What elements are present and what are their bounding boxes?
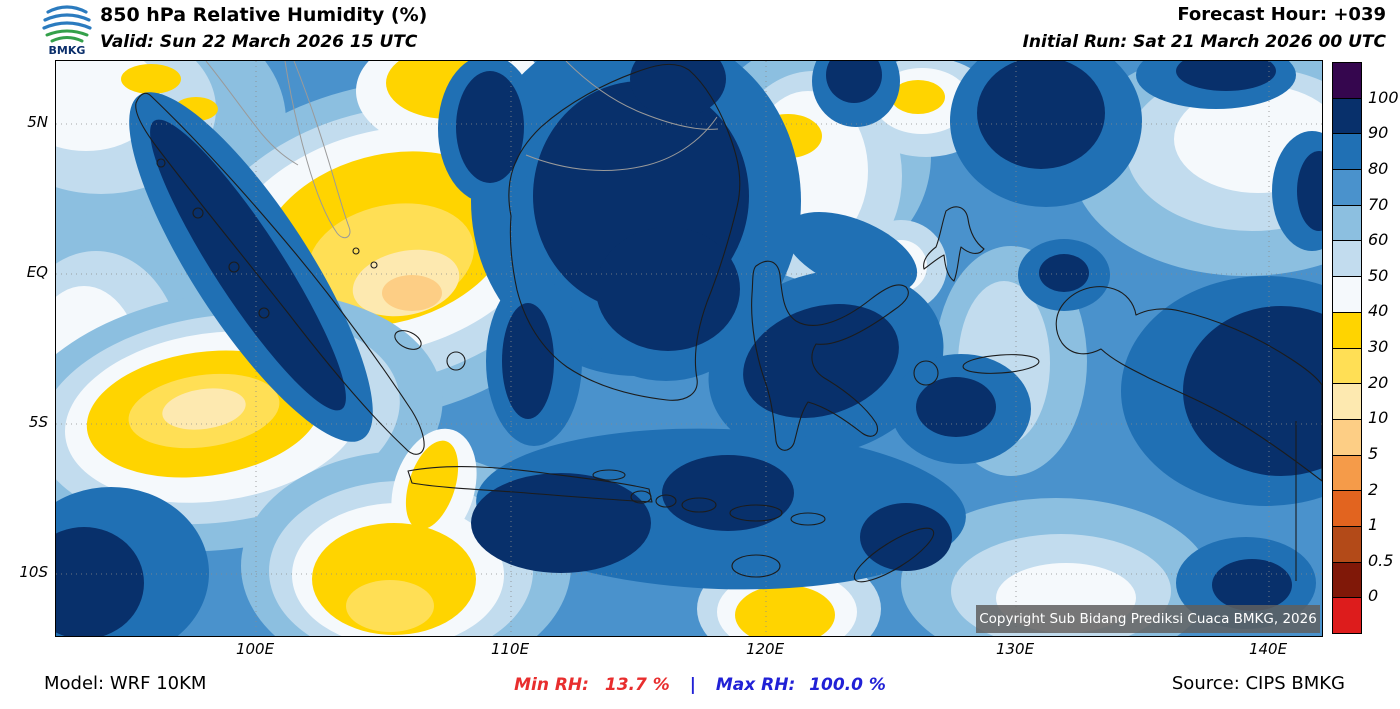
logo-wave-icon <box>42 21 92 30</box>
colorbar-tick-label: 5 <box>1368 443 1379 463</box>
colorbar-segment <box>1333 63 1361 98</box>
colorbar-segment <box>1333 169 1361 205</box>
longitude-axis: 100E 110E 120E 130E 140E <box>0 640 1400 662</box>
graticule <box>56 61 1322 636</box>
source-label: Source: CIPS BMKG <box>1171 673 1345 694</box>
rh-minmax: Min RH: 13.7 % | Max RH: 100.0 % <box>0 675 1400 695</box>
colorbar-tick-label: 2 <box>1368 479 1379 499</box>
colorbar-segment <box>1333 204 1361 241</box>
bmkg-logo: BMKG <box>40 2 96 60</box>
lat-tick-label: 5N <box>27 113 48 131</box>
lon-tick-label: 130E <box>995 640 1035 658</box>
colorbar-tick-label: 40 <box>1368 301 1389 321</box>
colorbar-segment <box>1333 597 1361 633</box>
logo-wave-icon <box>50 36 84 43</box>
colorbar-tick-label: 1 <box>1368 515 1379 535</box>
colorbar-segment <box>1333 97 1361 134</box>
lat-tick-label: EQ <box>26 263 48 281</box>
foreign-coastlines <box>205 61 719 239</box>
colorbar-segment <box>1333 383 1361 419</box>
colorbar-tick-label: 70 <box>1368 194 1389 214</box>
humidity-map-svg <box>56 61 1322 636</box>
colorbar <box>1332 62 1362 634</box>
lon-tick-label: 100E <box>235 640 275 658</box>
colorbar-tick-label: 100 <box>1368 87 1399 107</box>
coastlines <box>135 63 1322 583</box>
valid-time: Valid: Sun 22 March 2026 15 UTC <box>100 32 418 52</box>
minmax-separator: | <box>689 675 696 695</box>
lat-tick-label: 5S <box>28 413 48 431</box>
logo-wave-icon <box>46 5 88 14</box>
colorbar-tick-label: 0 <box>1368 586 1379 606</box>
colorbar-tick-label: 80 <box>1368 158 1389 178</box>
colorbar-segment <box>1333 454 1361 491</box>
colorbar-segment <box>1333 490 1361 526</box>
colorbar-segment <box>1333 311 1361 348</box>
copyright-strip: Copyright Sub Bidang Prediksi Cuaca BMKG… <box>976 605 1320 633</box>
colorbar-segment <box>1333 561 1361 598</box>
colorbar-tick-label: 0.5 <box>1368 550 1394 570</box>
lon-tick-label: 140E <box>1248 640 1288 658</box>
colorbar-tick-label: 50 <box>1368 265 1389 285</box>
colorbar-segment <box>1333 418 1361 455</box>
colorbar-segment <box>1333 347 1361 384</box>
colorbar-segment <box>1333 525 1361 562</box>
colorbar-tick-label: 10 <box>1368 408 1389 428</box>
colorbar-segment <box>1333 276 1361 312</box>
model-label: Model: WRF 10KM <box>44 673 207 694</box>
latitude-axis: 5N EQ 5S 10S <box>0 0 50 709</box>
min-rh-value: 13.7 % <box>604 675 670 695</box>
colorbar-segment <box>1333 240 1361 277</box>
logo-wave-icon <box>45 29 89 37</box>
max-rh-label: Max RH: <box>715 675 796 695</box>
lat-tick-label: 10S <box>19 563 48 581</box>
colorbar-segment <box>1333 133 1361 170</box>
colorbar-tick-label: 30 <box>1368 337 1389 356</box>
colorbar-tick-label: 60 <box>1368 230 1389 250</box>
colorbar-tick-label: 90 <box>1368 123 1389 143</box>
bmkg-logo-graphic: BMKG <box>42 5 92 57</box>
colorbar-tick-label: 20 <box>1368 372 1389 392</box>
lon-tick-label: 120E <box>745 640 785 658</box>
logo-text: BMKG <box>49 44 86 56</box>
logo-wave-icon <box>43 13 91 22</box>
lon-tick-label: 110E <box>490 640 530 658</box>
forecast-hour: Forecast Hour: +039 <box>1177 4 1386 25</box>
initial-run: Initial Run: Sat 21 March 2026 00 UTC <box>1022 32 1386 52</box>
page-title: 850 hPa Relative Humidity (%) <box>100 4 428 26</box>
min-rh-label: Min RH: <box>514 675 589 695</box>
map-canvas <box>55 60 1323 637</box>
max-rh-value: 100.0 % <box>809 675 886 695</box>
